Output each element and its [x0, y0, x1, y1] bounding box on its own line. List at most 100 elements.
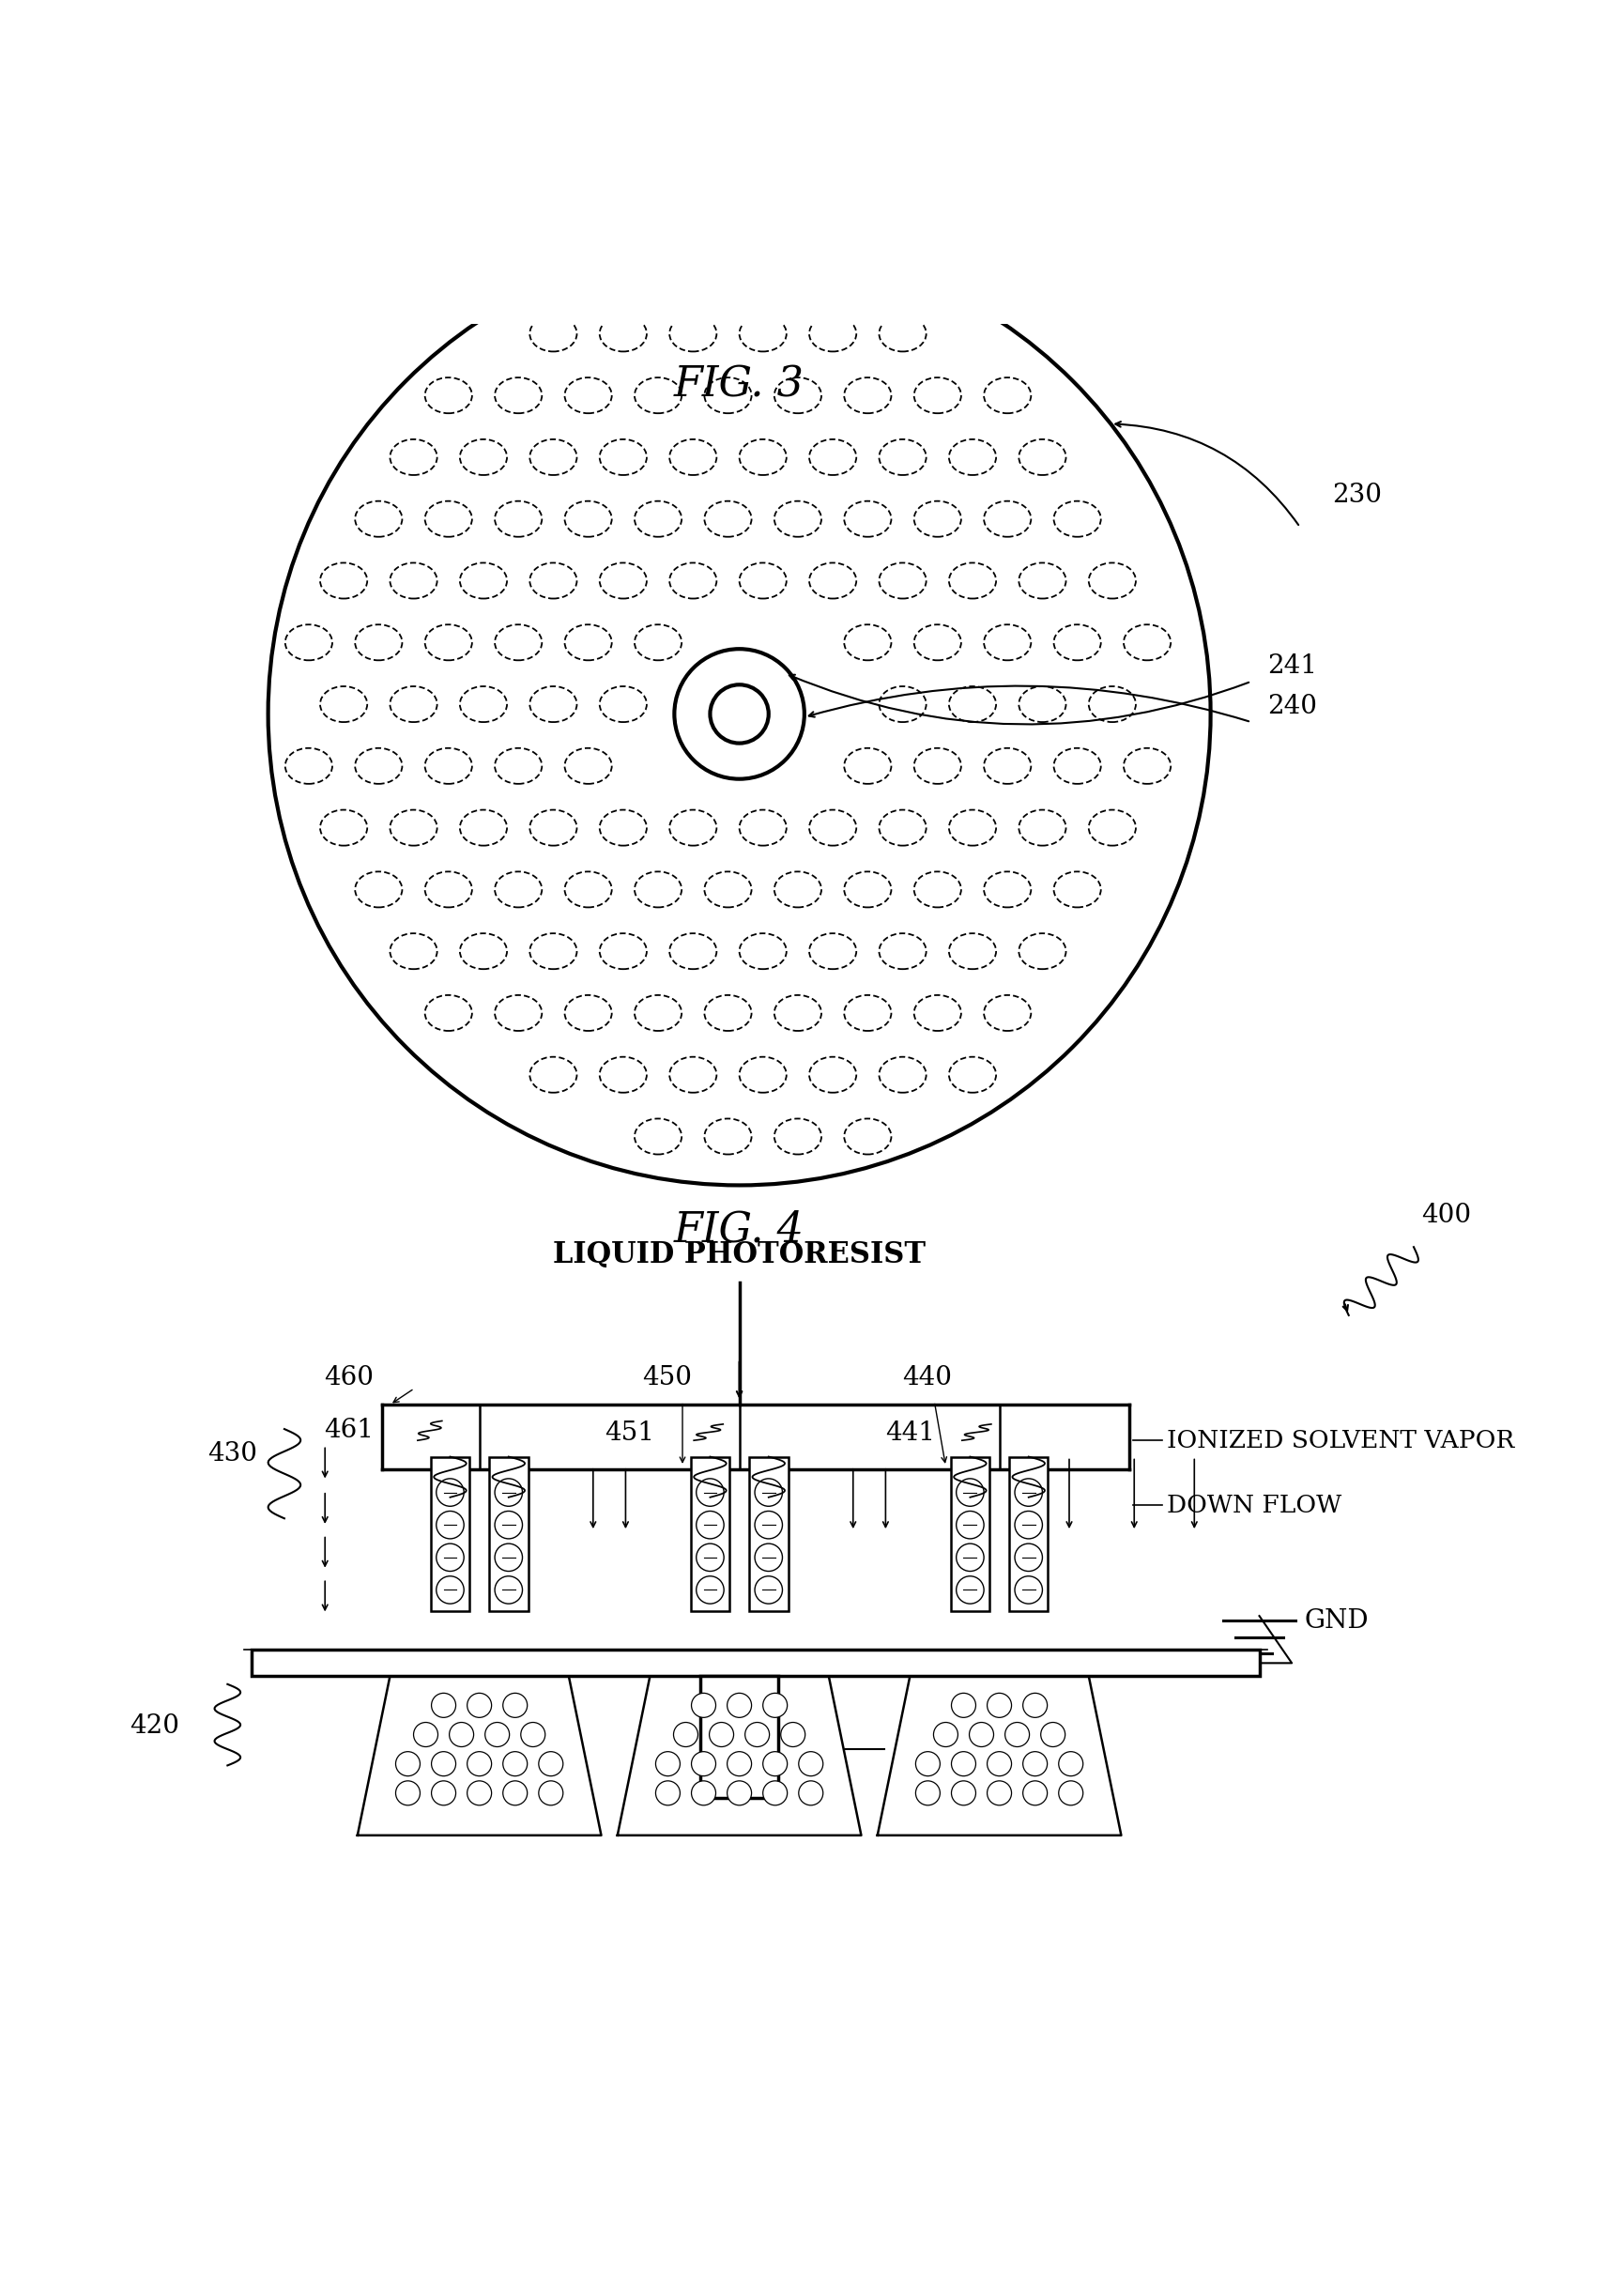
Bar: [430, 1457, 469, 1612]
Circle shape: [494, 1543, 521, 1571]
Text: 420: 420: [130, 1714, 179, 1739]
Circle shape: [799, 1752, 822, 1775]
Bar: [950, 1457, 989, 1612]
Circle shape: [763, 1693, 786, 1718]
Polygon shape: [877, 1675, 1121, 1834]
Polygon shape: [357, 1675, 601, 1834]
Text: IONIZED SOLVENT VAPOR: IONIZED SOLVENT VAPOR: [1166, 1430, 1514, 1452]
Text: LIQUID PHOTORESIST: LIQUID PHOTORESIST: [552, 1241, 926, 1271]
Circle shape: [950, 1693, 974, 1718]
Text: 230: 230: [1332, 482, 1382, 509]
Circle shape: [1023, 1752, 1047, 1775]
Circle shape: [1013, 1512, 1043, 1539]
Circle shape: [692, 1780, 715, 1805]
Circle shape: [396, 1780, 419, 1805]
Polygon shape: [617, 1675, 861, 1834]
Circle shape: [780, 1723, 804, 1746]
Circle shape: [468, 1693, 490, 1718]
Circle shape: [486, 1723, 508, 1746]
Circle shape: [916, 1752, 939, 1775]
Circle shape: [695, 1480, 723, 1507]
Circle shape: [728, 1752, 750, 1775]
Circle shape: [503, 1693, 526, 1718]
Bar: [489, 1457, 528, 1612]
Circle shape: [986, 1780, 1010, 1805]
Circle shape: [754, 1543, 783, 1571]
Circle shape: [435, 1575, 464, 1605]
Circle shape: [468, 1780, 490, 1805]
Circle shape: [799, 1780, 822, 1805]
Circle shape: [955, 1512, 984, 1539]
Circle shape: [763, 1780, 786, 1805]
Text: 410: 410: [715, 1807, 763, 1832]
Text: 400: 400: [1421, 1202, 1471, 1227]
Circle shape: [1039, 1723, 1065, 1746]
Circle shape: [494, 1575, 521, 1605]
Circle shape: [494, 1480, 521, 1507]
Circle shape: [1013, 1543, 1043, 1571]
Circle shape: [710, 1723, 734, 1746]
Text: 451: 451: [604, 1421, 654, 1446]
Circle shape: [950, 1752, 974, 1775]
Circle shape: [745, 1723, 770, 1746]
Circle shape: [435, 1543, 464, 1571]
Text: + V: + V: [892, 1737, 940, 1762]
Circle shape: [435, 1480, 464, 1507]
Circle shape: [695, 1512, 723, 1539]
Circle shape: [916, 1780, 939, 1805]
Circle shape: [763, 1752, 786, 1775]
Text: 461: 461: [323, 1418, 374, 1443]
Circle shape: [430, 1693, 455, 1718]
Circle shape: [1013, 1480, 1043, 1507]
Circle shape: [412, 1723, 438, 1746]
Circle shape: [986, 1752, 1010, 1775]
Circle shape: [448, 1723, 474, 1746]
Circle shape: [695, 1543, 723, 1571]
Circle shape: [538, 1780, 562, 1805]
Circle shape: [754, 1512, 783, 1539]
Circle shape: [692, 1752, 715, 1775]
Circle shape: [396, 1752, 419, 1775]
Circle shape: [1059, 1780, 1082, 1805]
Text: 241: 241: [1267, 655, 1317, 680]
Circle shape: [435, 1512, 464, 1539]
Text: 440: 440: [901, 1366, 952, 1391]
Circle shape: [430, 1752, 455, 1775]
Text: 450: 450: [641, 1366, 692, 1391]
Bar: [1009, 1457, 1047, 1612]
Circle shape: [503, 1780, 526, 1805]
Circle shape: [968, 1723, 994, 1746]
Circle shape: [1004, 1723, 1030, 1746]
Circle shape: [268, 243, 1210, 1184]
Circle shape: [950, 1780, 974, 1805]
Bar: [690, 1457, 729, 1612]
Circle shape: [654, 1780, 679, 1805]
Circle shape: [1013, 1575, 1043, 1605]
Circle shape: [494, 1512, 521, 1539]
Text: 430: 430: [208, 1441, 258, 1466]
Circle shape: [1059, 1752, 1082, 1775]
Circle shape: [695, 1575, 723, 1605]
Text: DOWN FLOW: DOWN FLOW: [1166, 1493, 1341, 1516]
Circle shape: [1023, 1693, 1047, 1718]
Circle shape: [754, 1575, 783, 1605]
Circle shape: [538, 1752, 562, 1775]
Circle shape: [728, 1780, 750, 1805]
Circle shape: [672, 1723, 698, 1746]
Bar: [700, 1675, 778, 1798]
Circle shape: [692, 1693, 715, 1718]
Text: 240: 240: [1267, 693, 1317, 721]
Circle shape: [932, 1723, 957, 1746]
Bar: [252, 1650, 1259, 1675]
Text: 460: 460: [323, 1366, 374, 1391]
Text: 441: 441: [885, 1421, 935, 1446]
Circle shape: [728, 1693, 750, 1718]
Circle shape: [1023, 1780, 1047, 1805]
Circle shape: [986, 1693, 1010, 1718]
Circle shape: [520, 1723, 544, 1746]
Circle shape: [955, 1480, 984, 1507]
Text: GND: GND: [1304, 1607, 1369, 1634]
Circle shape: [468, 1752, 490, 1775]
Circle shape: [955, 1575, 984, 1605]
Text: FIG. 3: FIG. 3: [674, 364, 804, 405]
